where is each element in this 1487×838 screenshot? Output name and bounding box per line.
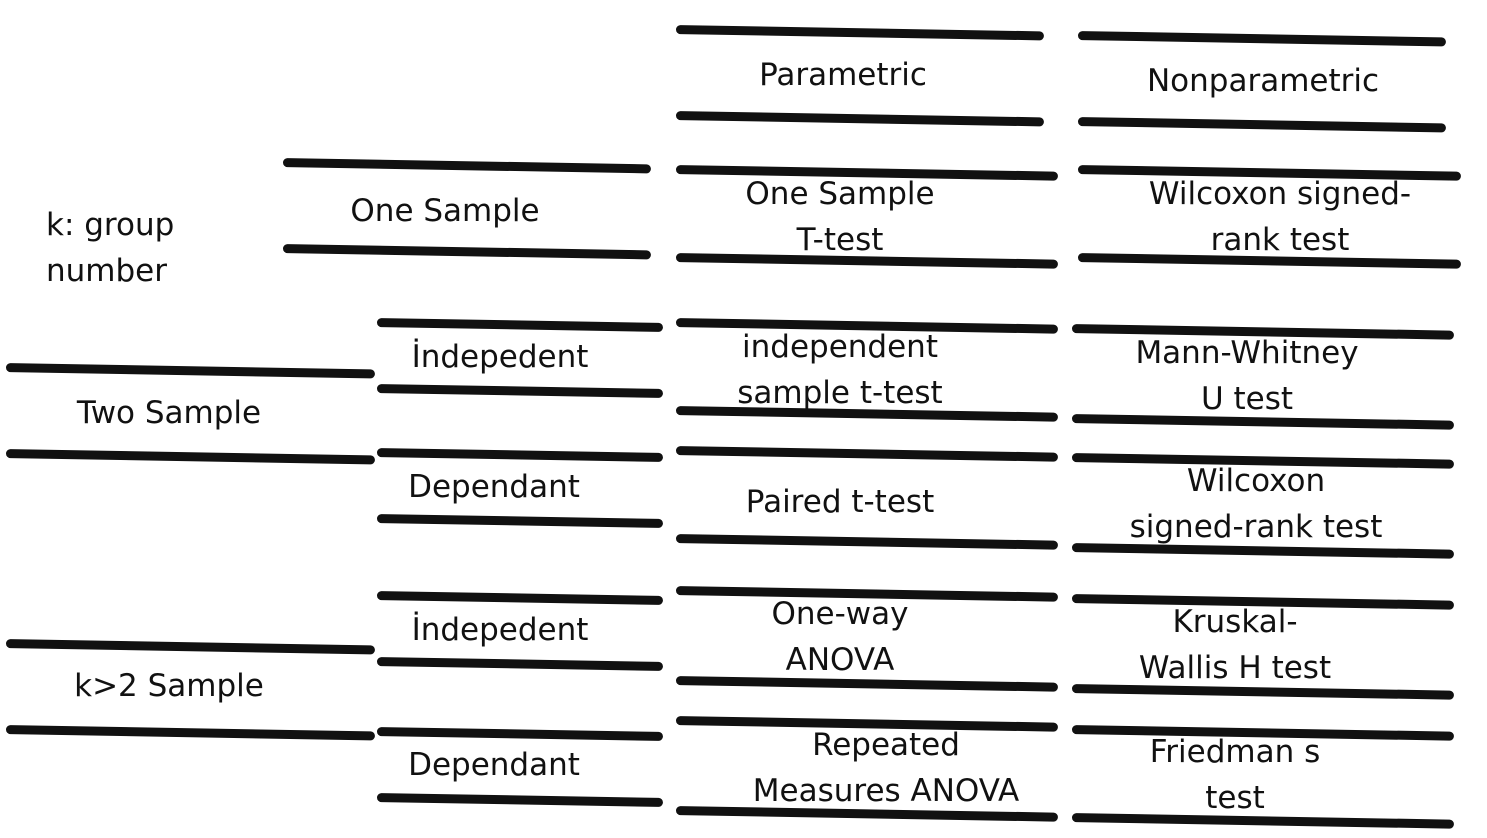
test-independent-sample-t-test: independent sample t-test <box>690 324 990 416</box>
k2-independent-bottom-line <box>376 657 664 671</box>
two-independent-top-line <box>376 318 664 332</box>
k2-dependent-bottom-line <box>376 793 664 807</box>
test-friedman-line-2: test <box>1205 780 1265 816</box>
header-parametric-bottom-line <box>675 111 1045 127</box>
test-wilcoxon-one-sample-line-1: Wilcoxon signed- <box>1148 176 1412 212</box>
group-k2-sample: k>2 Sample <box>74 668 264 704</box>
test-wilcoxon-signed-rank-dependent: Wilcoxon signed-rank test <box>1096 458 1416 550</box>
subgroup-k2-independent: İndepedent <box>411 612 589 648</box>
two-independent-bottom-line <box>376 384 664 398</box>
subgroup-two-dependent: Dependant <box>408 469 580 505</box>
test-one-way-anova-line-2: ANOVA <box>785 642 895 678</box>
two-dependent-parametric-top-line <box>675 446 1059 462</box>
test-independent-t-test-line-1: independent <box>742 329 938 365</box>
test-wilcoxon-dependent-line-2: signed-rank test <box>1129 509 1383 545</box>
test-mann-whitney-line-2: U test <box>1200 381 1294 417</box>
test-wilcoxon-dependent-line-1: Wilcoxon <box>1186 463 1326 499</box>
test-kruskal-line-1: Kruskal- <box>1172 604 1298 640</box>
test-friedman-line-1: Friedman s <box>1149 734 1321 770</box>
two-sample-top-line <box>5 363 376 379</box>
k2-sample-top-line <box>5 639 376 655</box>
two-dependent-bottom-line <box>376 514 664 528</box>
subgroup-k2-dependent: Dependant <box>408 747 580 783</box>
test-repeated-measures-anova: Repeated Measures ANOVA <box>720 722 1052 814</box>
legend-line-1: k: group <box>46 207 175 243</box>
test-one-way-anova-line-1: One-way <box>771 596 909 632</box>
legend-line-2: number <box>46 253 167 289</box>
test-paired-t-test: Paired t-test <box>745 484 935 520</box>
group-one-sample: One Sample <box>350 193 540 229</box>
header-nonparametric-bottom-line <box>1077 117 1447 133</box>
header-parametric-top-line <box>675 25 1045 41</box>
one-sample-bottom-line <box>282 244 652 260</box>
test-one-way-anova: One-way ANOVA <box>690 591 990 683</box>
test-one-sample-t-test-line-2: T-test <box>796 222 884 258</box>
two-dependent-top-line <box>376 448 664 462</box>
header-nonparametric: Nonparametric <box>1146 63 1380 99</box>
k2-independent-top-line <box>376 591 664 605</box>
k2-sample-bottom-line <box>5 725 376 741</box>
k2-dependent-top-line <box>376 727 664 741</box>
two-sample-bottom-line <box>5 449 376 465</box>
test-kruskal-wallis-h: Kruskal- Wallis H test <box>1100 599 1370 691</box>
test-mann-whitney-u: Mann-Whitney U test <box>1096 330 1398 422</box>
test-kruskal-line-2: Wallis H test <box>1138 650 1332 686</box>
two-dependent-parametric-bottom-line <box>675 534 1059 550</box>
test-repeated-measures-line-1: Repeated <box>812 727 960 763</box>
test-independent-t-test-line-2: sample t-test <box>737 375 943 411</box>
test-repeated-measures-line-2: Measures ANOVA <box>752 773 1020 809</box>
header-nonparametric-top-line <box>1077 31 1447 47</box>
test-mann-whitney-line-1: Mann-Whitney <box>1135 335 1359 371</box>
test-wilcoxon-signed-rank-one-sample: Wilcoxon signed- rank test <box>1118 171 1442 263</box>
group-two-sample: Two Sample <box>76 395 262 431</box>
test-one-sample-t-test: One Sample T-test <box>690 171 990 263</box>
header-parametric: Parametric <box>759 57 927 93</box>
subgroup-two-independent: İndepedent <box>411 339 589 375</box>
test-wilcoxon-one-sample-line-2: rank test <box>1210 222 1350 258</box>
test-one-sample-t-test-line-1: One Sample <box>745 176 935 212</box>
test-friedman: Friedman s test <box>1120 729 1350 821</box>
one-sample-top-line <box>282 158 652 174</box>
legend-group-number: k: group number <box>46 202 174 294</box>
